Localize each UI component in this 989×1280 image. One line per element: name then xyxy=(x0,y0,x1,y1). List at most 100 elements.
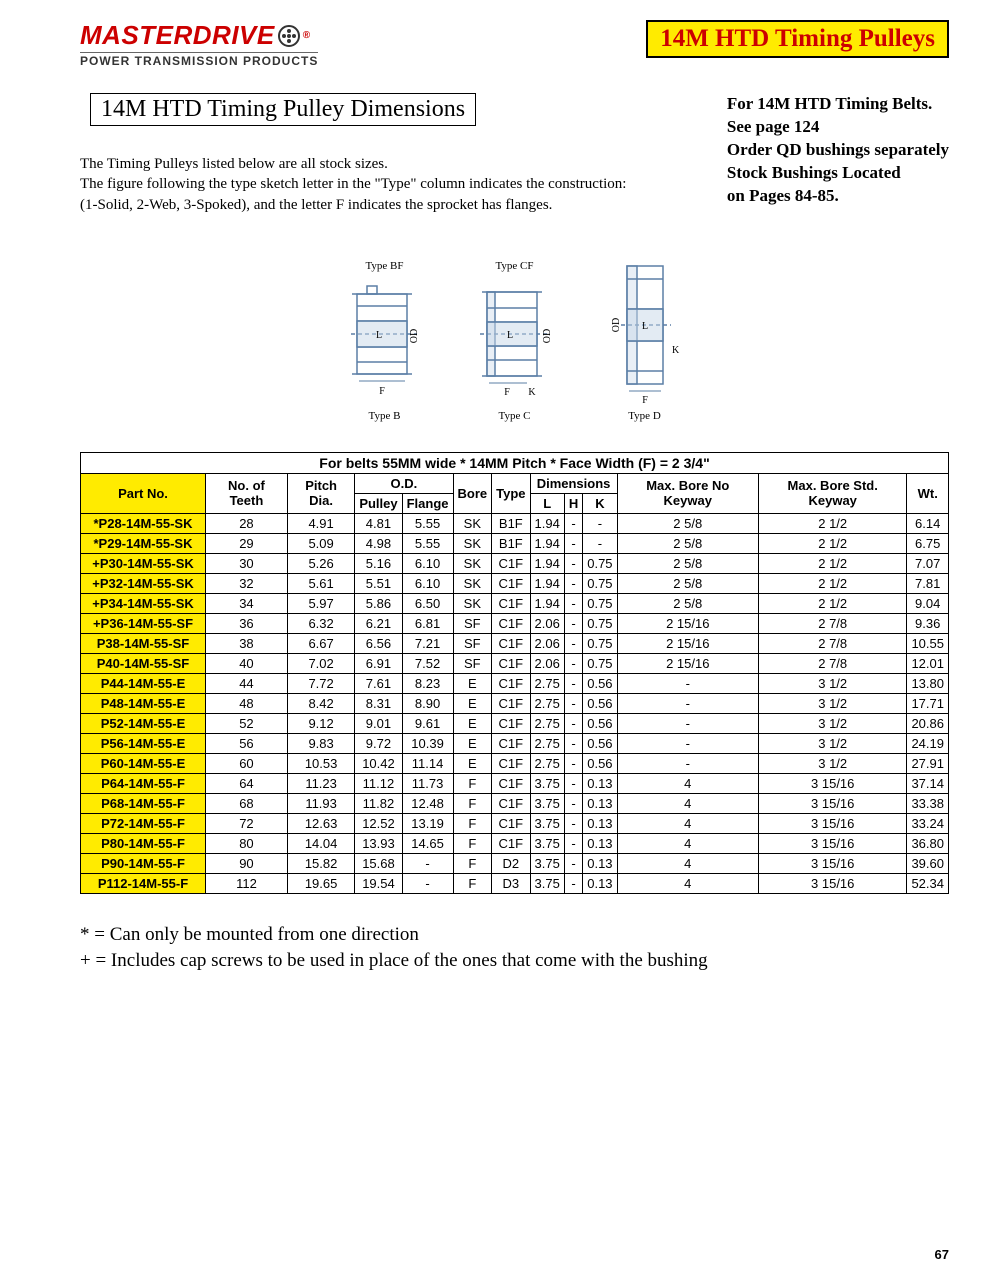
footnotes: * = Can only be mounted from one directi… xyxy=(80,922,949,975)
cell-odf: 14.65 xyxy=(402,833,453,853)
col-type: Type xyxy=(492,473,530,513)
cell-type: C1F xyxy=(492,713,530,733)
cell-pitch: 4.91 xyxy=(287,513,354,533)
cell-mbnk: - xyxy=(617,753,758,773)
cell-l: 2.06 xyxy=(530,653,564,673)
cell-type: C1F xyxy=(492,593,530,613)
cell-odp: 11.82 xyxy=(355,793,402,813)
intro-line: The Timing Pulleys listed below are all … xyxy=(80,154,687,174)
info-line: Order QD bushings separately xyxy=(727,139,949,162)
cell-mbsk: 2 1/2 xyxy=(758,533,906,553)
cell-wt: 39.60 xyxy=(907,853,949,873)
brand-tagline: POWER TRANSMISSION PRODUCTS xyxy=(80,52,318,68)
cell-partno: P60-14M-55-E xyxy=(81,753,206,773)
cell-mbnk: 2 5/8 xyxy=(617,593,758,613)
cell-h: - xyxy=(564,573,582,593)
col-dim-k: K xyxy=(583,493,617,513)
cell-bore: E xyxy=(453,733,492,753)
cell-k: 0.56 xyxy=(583,673,617,693)
cell-odp: 11.12 xyxy=(355,773,402,793)
cell-wt: 36.80 xyxy=(907,833,949,853)
cell-h: - xyxy=(564,713,582,733)
table-row: P38-14M-55-SF386.676.567.21SFC1F2.06-0.7… xyxy=(81,633,949,653)
cell-pitch: 15.82 xyxy=(287,853,354,873)
col-wt: Wt. xyxy=(907,473,949,513)
cell-odp: 7.61 xyxy=(355,673,402,693)
cell-h: - xyxy=(564,793,582,813)
cell-mbnk: 2 15/16 xyxy=(617,653,758,673)
brand-reg: ® xyxy=(303,30,311,41)
cell-partno: +P32-14M-55-SK xyxy=(81,573,206,593)
cell-odp: 6.91 xyxy=(355,653,402,673)
cell-h: - xyxy=(564,733,582,753)
cell-mbsk: 2 7/8 xyxy=(758,653,906,673)
cell-l: 3.75 xyxy=(530,833,564,853)
table-row: P90-14M-55-F9015.8215.68-FD23.75-0.1343 … xyxy=(81,853,949,873)
cell-h: - xyxy=(564,633,582,653)
cell-mbsk: 3 15/16 xyxy=(758,813,906,833)
cell-odf: 6.81 xyxy=(402,613,453,633)
cell-partno: *P28-14M-55-SK xyxy=(81,513,206,533)
brand-wheel-icon xyxy=(278,25,300,47)
cell-k: 0.75 xyxy=(583,553,617,573)
cell-h: - xyxy=(564,593,582,613)
col-bore: Bore xyxy=(453,473,492,513)
svg-text:F: F xyxy=(504,387,510,398)
svg-text:L: L xyxy=(507,330,513,341)
spec-table-wrap: For belts 55MM wide * 14MM Pitch * Face … xyxy=(80,452,949,894)
info-line: Stock Bushings Located xyxy=(727,162,949,185)
cell-l: 2.75 xyxy=(530,713,564,733)
cell-pitch: 8.42 xyxy=(287,693,354,713)
cell-odp: 6.21 xyxy=(355,613,402,633)
cell-l: 2.75 xyxy=(530,733,564,753)
cell-type: B1F xyxy=(492,513,530,533)
cell-bore: E xyxy=(453,673,492,693)
cell-wt: 10.55 xyxy=(907,633,949,653)
page-number: 67 xyxy=(935,1247,949,1262)
cell-pitch: 9.12 xyxy=(287,713,354,733)
diagram-label: Type D xyxy=(628,410,661,422)
cell-odp: 5.16 xyxy=(355,553,402,573)
cell-bore: F xyxy=(453,853,492,873)
cell-mbnk: 4 xyxy=(617,813,758,833)
cell-odp: 5.86 xyxy=(355,593,402,613)
cell-partno: P68-14M-55-F xyxy=(81,793,206,813)
diagram-label: Type CF xyxy=(495,260,533,272)
cell-mbsk: 2 7/8 xyxy=(758,613,906,633)
page-title-banner: 14M HTD Timing Pulleys xyxy=(646,20,949,58)
diagram-type-c: Type CF L OD F K Type C xyxy=(462,260,567,422)
cell-l: 1.94 xyxy=(530,593,564,613)
header: MASTERDRIVE ® POWER TRANSMISSION PRODUCT… xyxy=(80,20,949,68)
cell-partno: P72-14M-55-F xyxy=(81,813,206,833)
cell-type: C1F xyxy=(492,553,530,573)
cell-teeth: 112 xyxy=(206,873,288,893)
svg-text:OD: OD xyxy=(409,329,420,343)
cell-type: C1F xyxy=(492,793,530,813)
cell-odp: 13.93 xyxy=(355,833,402,853)
cell-wt: 13.80 xyxy=(907,673,949,693)
cell-partno: P80-14M-55-F xyxy=(81,833,206,853)
table-row: P72-14M-55-F7212.6312.5213.19FC1F3.75-0.… xyxy=(81,813,949,833)
cell-teeth: 72 xyxy=(206,813,288,833)
cell-partno: +P36-14M-55-SF xyxy=(81,613,206,633)
cell-h: - xyxy=(564,533,582,553)
col-maxbore-nk: Max. Bore No Keyway xyxy=(617,473,758,513)
cell-wt: 7.81 xyxy=(907,573,949,593)
cell-teeth: 40 xyxy=(206,653,288,673)
table-row: P52-14M-55-E529.129.019.61EC1F2.75-0.56-… xyxy=(81,713,949,733)
cell-pitch: 9.83 xyxy=(287,733,354,753)
col-od-flange: Flange xyxy=(402,493,453,513)
cell-odp: 4.81 xyxy=(355,513,402,533)
cell-odp: 15.68 xyxy=(355,853,402,873)
cell-mbsk: 3 15/16 xyxy=(758,773,906,793)
col-dim-l: L xyxy=(530,493,564,513)
pulley-type-c-icon: L OD F K xyxy=(462,276,567,406)
cell-odf: 5.55 xyxy=(402,533,453,553)
cell-mbnk: - xyxy=(617,733,758,753)
col-dims: Dimensions xyxy=(530,473,617,493)
cell-odp: 6.56 xyxy=(355,633,402,653)
table-row: P40-14M-55-SF407.026.917.52SFC1F2.06-0.7… xyxy=(81,653,949,673)
info-line: For 14M HTD Timing Belts. xyxy=(727,93,949,116)
cell-teeth: 90 xyxy=(206,853,288,873)
cell-teeth: 28 xyxy=(206,513,288,533)
